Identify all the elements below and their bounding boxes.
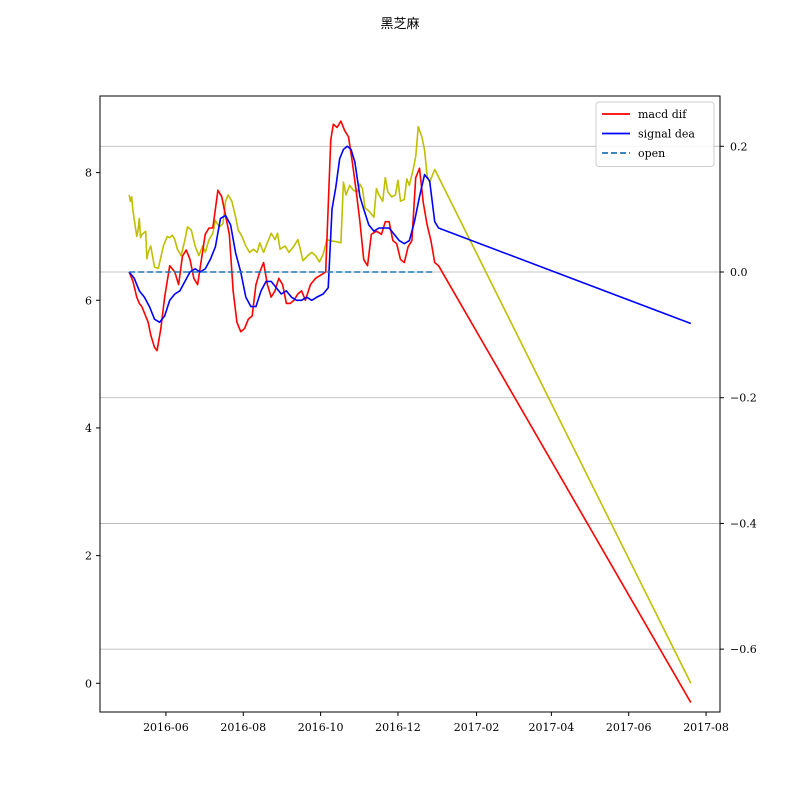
- series-line-signal-dea: [128, 145, 692, 325]
- y-right-tick-label: 0.0: [730, 266, 748, 279]
- x-tick-label: 2017-06: [606, 721, 652, 734]
- x-tick-label: 2017-02: [454, 721, 500, 734]
- x-tick-label: 2017-04: [529, 721, 575, 734]
- axes-layer: 0 2 4 6 8 0.2 0.0 −0.2 −0.4 −0.6 2016-06 2016-08 201…: [85, 95, 757, 734]
- x-tick-label: 2016-12: [375, 721, 421, 734]
- x-tick-label: 2016-06: [143, 721, 189, 734]
- y-left-tick-label: 4: [85, 422, 92, 435]
- legend-label: macd dif: [638, 108, 687, 121]
- x-tick-label: 2016-10: [298, 721, 344, 734]
- plot-frame: [99, 95, 721, 713]
- y-left-tick-label: 6: [85, 294, 92, 307]
- legend-label: open: [638, 147, 665, 160]
- grid-layer: [100, 145, 720, 650]
- y-left-tick-label: 2: [85, 550, 92, 563]
- legend: macd dif signal dea open: [595, 101, 715, 167]
- y-right-tick-label: −0.4: [730, 517, 757, 530]
- x-tick-label: 2016-08: [220, 721, 266, 734]
- legend-label: signal dea: [638, 128, 695, 141]
- y-right-tick-label: −0.6: [730, 643, 757, 656]
- y-right-tick-label: 0.2: [730, 140, 748, 153]
- y-left-tick-label: 0: [85, 677, 92, 690]
- series-line-macd-dif: [128, 120, 692, 703]
- y-right-tick-label: −0.2: [730, 392, 757, 405]
- series-layer: [128, 120, 692, 703]
- x-tick-label: 2017-08: [683, 721, 729, 734]
- series-line-0: [128, 125, 692, 684]
- y-left-tick-label: 8: [85, 167, 92, 180]
- legend-box: [595, 101, 715, 167]
- chart-title: 黑芝麻: [380, 16, 419, 32]
